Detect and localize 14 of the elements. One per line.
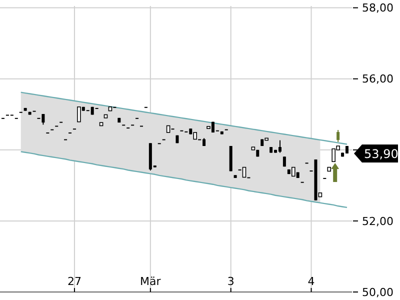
x-tick-label: 27 (67, 275, 82, 288)
x-tick-label: 3 (227, 275, 234, 288)
candlestick (278, 140, 282, 154)
line-series (20, 92, 348, 145)
text: 53,90 (364, 146, 398, 161)
x-tick-label: 4 (308, 275, 315, 288)
y-tick-label: 56,00 (362, 72, 394, 86)
candlestick (242, 166, 246, 178)
x-tick-label: Mär (140, 275, 162, 288)
y-tick-label: 52,00 (362, 214, 394, 228)
y-tick-label: 50,00 (362, 286, 394, 299)
candlestick (77, 106, 81, 122)
line-series (20, 151, 348, 208)
y-tick-label: 58,00 (362, 2, 394, 15)
